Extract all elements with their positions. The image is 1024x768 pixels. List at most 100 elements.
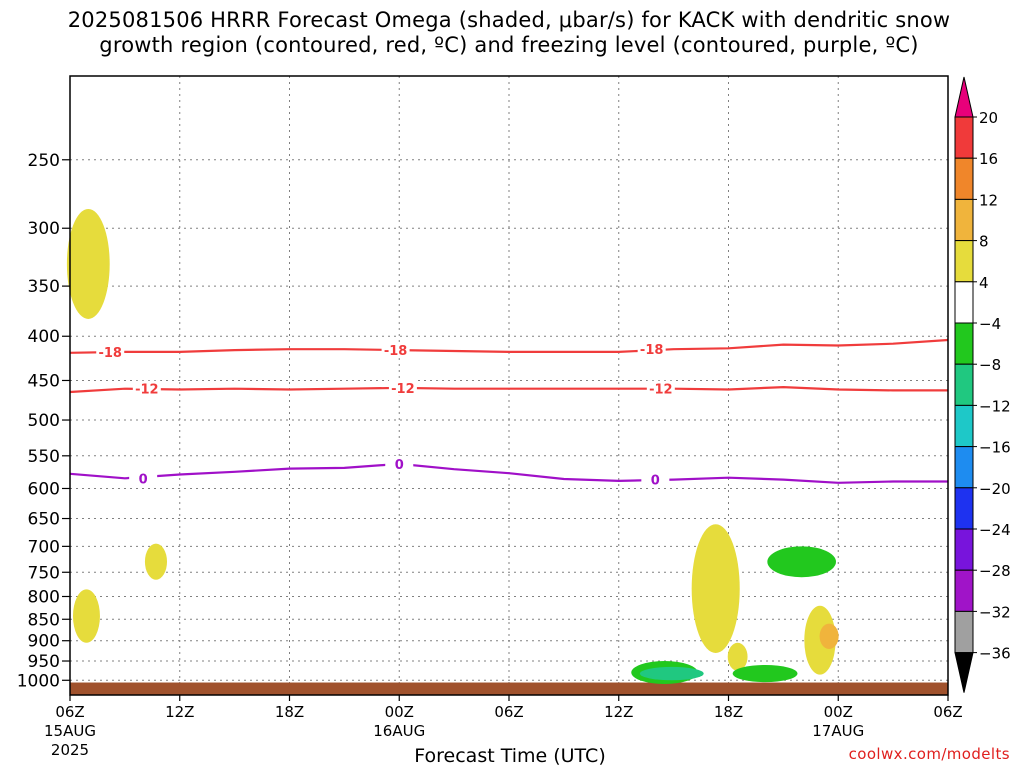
colorbar-label: 16: [979, 150, 998, 168]
colorbar-label: 20: [979, 109, 998, 127]
omega-shading: [66, 208, 839, 685]
colorbar-label: 8: [979, 233, 989, 251]
colorbar-label: −24: [979, 521, 1011, 539]
colorbar-label: −12: [979, 397, 1011, 415]
y-tick-label: 700: [28, 537, 60, 557]
colorbar-segment: [954, 116, 974, 159]
y-tick-label: 650: [28, 510, 60, 530]
colorbar-label: −32: [979, 603, 1011, 621]
x-tick-label: 06Z: [933, 703, 962, 721]
colorbar: 20 16 12 8 4 −4 −8 −12 −16 −20 −24 −28 −32 −36: [954, 76, 1011, 693]
x-tick-label: 18Z: [714, 703, 743, 721]
colorbar-label: 12: [979, 191, 998, 209]
contour-label: -18: [384, 344, 408, 359]
colorbar-label: −28: [979, 562, 1011, 580]
omega-region: [639, 666, 704, 681]
colorbar-segment: [954, 363, 974, 406]
colorbar-segment: [954, 322, 974, 365]
colorbar-segment: [954, 569, 974, 612]
colorbar-bottom-arrow: [954, 652, 974, 693]
colorbar-label: −36: [979, 645, 1011, 663]
omega-region: [72, 589, 100, 643]
colorbar-segment: [954, 610, 974, 654]
omega-region: [727, 642, 748, 671]
colorbar-segment: [954, 198, 974, 242]
omega-region: [732, 664, 798, 683]
colorbar-label: 4: [979, 274, 989, 292]
contour-label-bg: [385, 455, 414, 472]
chart-title: 2025081506 HRRR Forecast Omega (shaded, …: [67, 8, 951, 57]
y-tick-label: 350: [28, 277, 60, 297]
contour-label-bg: [641, 471, 670, 488]
x-tick-label: 06Z: [55, 703, 84, 721]
colorbar-segment: [954, 281, 974, 324]
contour-label-bg: [381, 342, 410, 359]
colorbar-segment: [954, 528, 974, 571]
contour-label: -18: [640, 343, 664, 358]
x-date-label: 15AUG: [44, 722, 96, 740]
x-tick-label: 00Z: [385, 703, 414, 721]
ground-layer: [70, 682, 948, 695]
x-tick-label: 12Z: [165, 703, 194, 721]
contour-label-bg: [388, 379, 417, 396]
temperature-contours: -18 -18 -18 -12 -12 -12 0 0 0: [69, 338, 949, 489]
colorbar-label: −8: [979, 356, 1001, 374]
y-tick-label: 400: [28, 327, 60, 347]
y-tick-label: 900: [28, 632, 60, 652]
y-tick-label: 600: [28, 479, 60, 499]
colorbar-label: −4: [979, 315, 1001, 333]
y-tick-label: 750: [28, 563, 60, 583]
grid-lines: [70, 76, 948, 695]
y-axis: 2503003504004505005506006507007508008509…: [17, 151, 70, 691]
x-date-label: 16AUG: [373, 722, 425, 740]
y-tick-label: 550: [28, 447, 60, 467]
x-tick-label: 12Z: [604, 703, 633, 721]
contour-line: [69, 462, 948, 484]
contour-label: -18: [98, 346, 122, 361]
contour-line: [69, 385, 948, 394]
colorbar-top-arrow: [954, 76, 974, 118]
colorbar-segment: [954, 487, 974, 530]
colorbar-segment: [954, 404, 974, 448]
contour-line: [69, 338, 949, 354]
omega-region: [819, 623, 839, 649]
x-axis-label: Forecast Time (UTC): [414, 745, 606, 767]
y-tick-label: 950: [28, 652, 60, 672]
ground-surface: [70, 682, 948, 695]
credit-link[interactable]: coolwx.com/modelts: [848, 745, 1010, 763]
contour-label-bg: [96, 343, 125, 360]
x-tick-label: 18Z: [275, 703, 304, 721]
contour-label: -12: [391, 382, 415, 397]
x-year-label: 2025: [51, 741, 89, 759]
y-tick-label: 800: [28, 587, 60, 607]
colorbar-segment: [954, 446, 974, 489]
y-tick-label: 450: [28, 371, 60, 391]
colorbar-segment: [954, 157, 974, 200]
contour-label: 0: [139, 472, 148, 487]
y-tick-label: 300: [28, 219, 60, 239]
plot-background: [70, 76, 948, 695]
omega-region: [144, 543, 168, 580]
omega-region: [767, 546, 836, 578]
contour-label-bg: [637, 341, 666, 358]
x-date-label: 17AUG: [812, 722, 864, 740]
contour-label: 0: [651, 474, 660, 489]
y-tick-label: 500: [28, 411, 60, 431]
y-tick-label: 250: [28, 151, 60, 171]
contour-label: 0: [395, 458, 404, 473]
contour-label-bg: [646, 380, 675, 397]
colorbar-label: −16: [979, 439, 1011, 457]
contour-label: -12: [135, 383, 159, 398]
omega-region: [804, 605, 836, 675]
x-tick-label: 06Z: [494, 703, 523, 721]
contour-label-bg: [132, 380, 161, 397]
y-tick-label: 850: [28, 610, 60, 630]
x-tick-label: 00Z: [824, 703, 853, 721]
colorbar-segment: [954, 240, 974, 283]
omega-region: [691, 524, 740, 654]
contour-label: -12: [649, 383, 673, 398]
contour-label-bg: [129, 470, 158, 487]
colorbar-label: −20: [979, 480, 1011, 498]
